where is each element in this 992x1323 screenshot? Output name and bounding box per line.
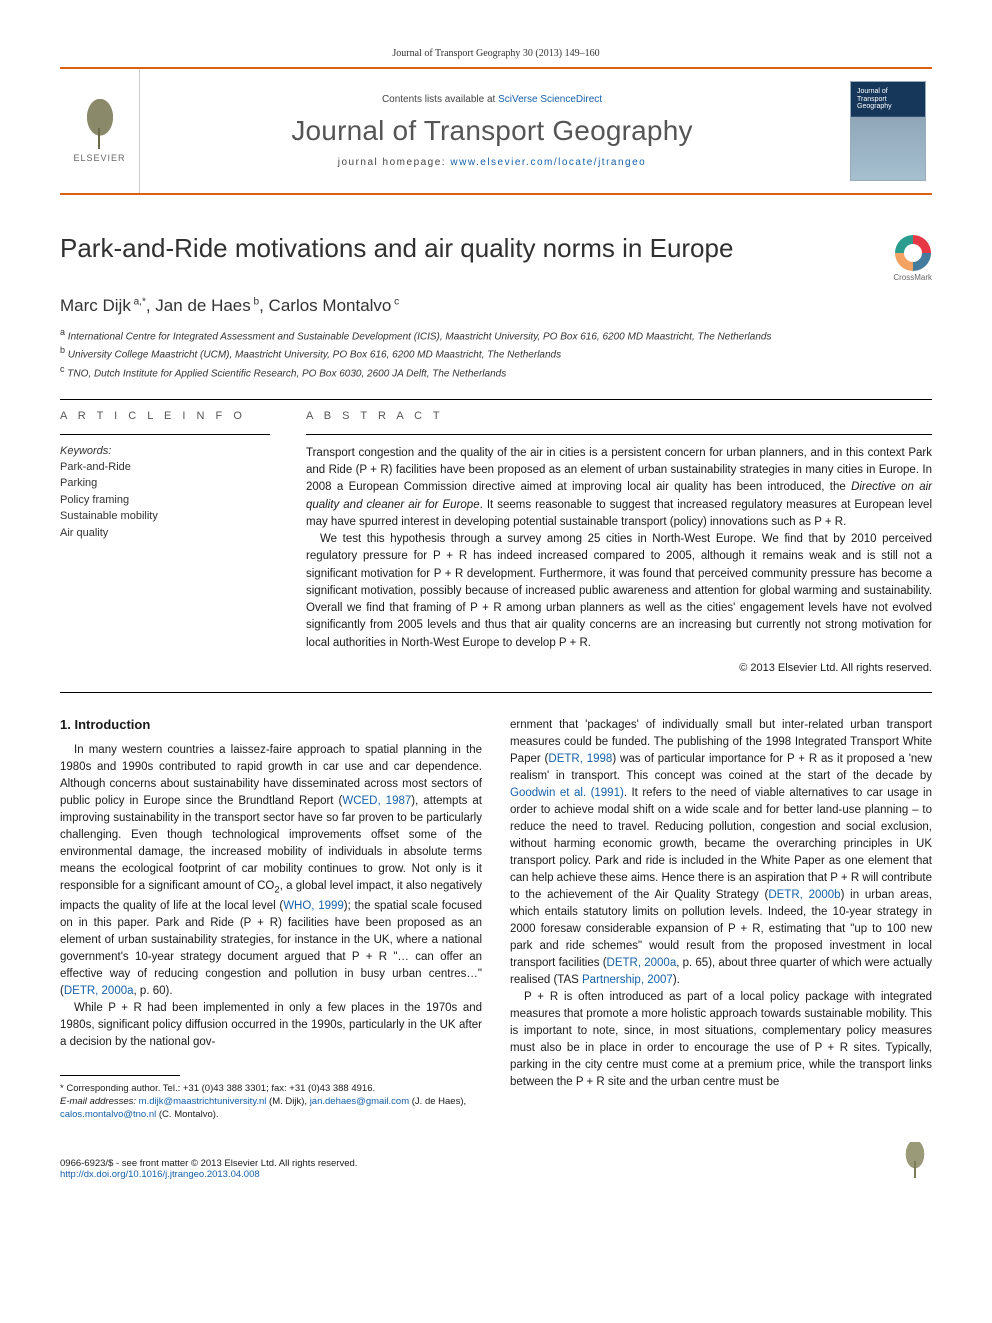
elsevier-mini-icon xyxy=(898,1142,932,1180)
section-rule xyxy=(60,692,932,693)
journal-name: Journal of Transport Geography xyxy=(291,115,692,147)
abstract-text: Transport congestion and the quality of … xyxy=(306,445,932,652)
corresponding-author-note: * Corresponding author. Tel.: +31 (0)43 … xyxy=(60,1082,482,1095)
abstract-rule xyxy=(306,434,932,435)
section-1-heading: 1. Introduction xyxy=(60,717,482,732)
body-paragraph: ernment that 'packages' of individually … xyxy=(510,717,932,989)
abstract-para: We test this hypothesis through a survey… xyxy=(306,531,932,652)
publisher-logo: ELSEVIER xyxy=(60,69,140,193)
crossmark-icon xyxy=(895,235,931,271)
contents-available-line: Contents lists available at SciVerse Sci… xyxy=(382,94,602,105)
body-two-columns: 1. Introduction In many western countrie… xyxy=(60,717,932,1122)
keyword: Park-and-Ride xyxy=(60,459,270,476)
cover-thumb-title: Journal of Transport Geography xyxy=(857,88,919,111)
keywords-label: Keywords: xyxy=(60,445,270,457)
journal-reference: Journal of Transport Geography 30 (2013)… xyxy=(60,48,932,59)
crossmark-badge[interactable]: CrossMark xyxy=(893,235,932,282)
info-rule xyxy=(60,434,270,435)
abstract-para: Transport congestion and the quality of … xyxy=(306,445,932,531)
doi-link[interactable]: http://dx.doi.org/10.1016/j.jtrangeo.201… xyxy=(60,1169,260,1180)
affiliation-c: c TNO, Dutch Institute for Applied Scien… xyxy=(60,363,932,381)
sciencedirect-link[interactable]: SciVerse ScienceDirect xyxy=(498,94,602,105)
abstract-copyright: © 2013 Elsevier Ltd. All rights reserved… xyxy=(306,662,932,674)
body-left-column: 1. Introduction In many western countrie… xyxy=(60,717,482,1122)
abstract-column: A B S T R A C T Transport congestion and… xyxy=(306,410,932,674)
body-paragraph: P + R is often introduced as part of a l… xyxy=(510,989,932,1091)
journal-cover-thumb: Journal of Transport Geography xyxy=(851,82,925,180)
page-footer: 0966-6923/$ - see front matter © 2013 El… xyxy=(60,1142,932,1180)
keywords-list: Park-and-Ride Parking Policy framing Sus… xyxy=(60,459,270,542)
homepage-prefix: journal homepage: xyxy=(338,157,451,168)
footer-left: 0966-6923/$ - see front matter © 2013 El… xyxy=(60,1158,357,1180)
homepage-line: journal homepage: www.elsevier.com/locat… xyxy=(338,157,646,168)
article-info-heading: A R T I C L E I N F O xyxy=(60,410,270,422)
footnote-separator xyxy=(60,1075,180,1076)
keyword: Policy framing xyxy=(60,492,270,509)
keyword: Air quality xyxy=(60,525,270,542)
journal-header: ELSEVIER Contents lists available at Sci… xyxy=(60,67,932,195)
publisher-name: ELSEVIER xyxy=(73,153,125,163)
keyword: Sustainable mobility xyxy=(60,508,270,525)
abstract-heading: A B S T R A C T xyxy=(306,410,932,422)
issn-line: 0966-6923/$ - see front matter © 2013 El… xyxy=(60,1158,357,1169)
emails-label: E-mail addresses: xyxy=(60,1096,136,1107)
affiliations: a International Centre for Integrated As… xyxy=(60,326,932,381)
body-paragraph: In many western countries a laissez-fair… xyxy=(60,742,482,1000)
paper-title: Park-and-Ride motivations and air qualit… xyxy=(60,233,733,264)
affiliation-b: b University College Maastricht (UCM), M… xyxy=(60,344,932,362)
crossmark-label: CrossMark xyxy=(893,273,932,282)
footnotes: * Corresponding author. Tel.: +31 (0)43 … xyxy=(60,1082,482,1122)
article-info-column: A R T I C L E I N F O Keywords: Park-and… xyxy=(60,410,270,674)
affiliation-a: a International Centre for Integrated As… xyxy=(60,326,932,344)
authors-line: Marc Dijk a,*, Jan de Haes b, Carlos Mon… xyxy=(60,296,932,316)
email-addresses-line: E-mail addresses: m.dijk@maastrichtunive… xyxy=(60,1095,482,1122)
header-center: Contents lists available at SciVerse Sci… xyxy=(140,69,844,193)
cover-thumbnail-cell: Journal of Transport Geography xyxy=(844,69,932,193)
keyword: Parking xyxy=(60,475,270,492)
elsevier-tree-icon xyxy=(76,99,124,151)
section-rule xyxy=(60,399,932,400)
homepage-link[interactable]: www.elsevier.com/locate/jtrangeo xyxy=(450,157,646,168)
body-right-column: ernment that 'packages' of individually … xyxy=(510,717,932,1122)
body-paragraph: While P + R had been implemented in only… xyxy=(60,1000,482,1051)
contents-prefix: Contents lists available at xyxy=(382,94,498,105)
